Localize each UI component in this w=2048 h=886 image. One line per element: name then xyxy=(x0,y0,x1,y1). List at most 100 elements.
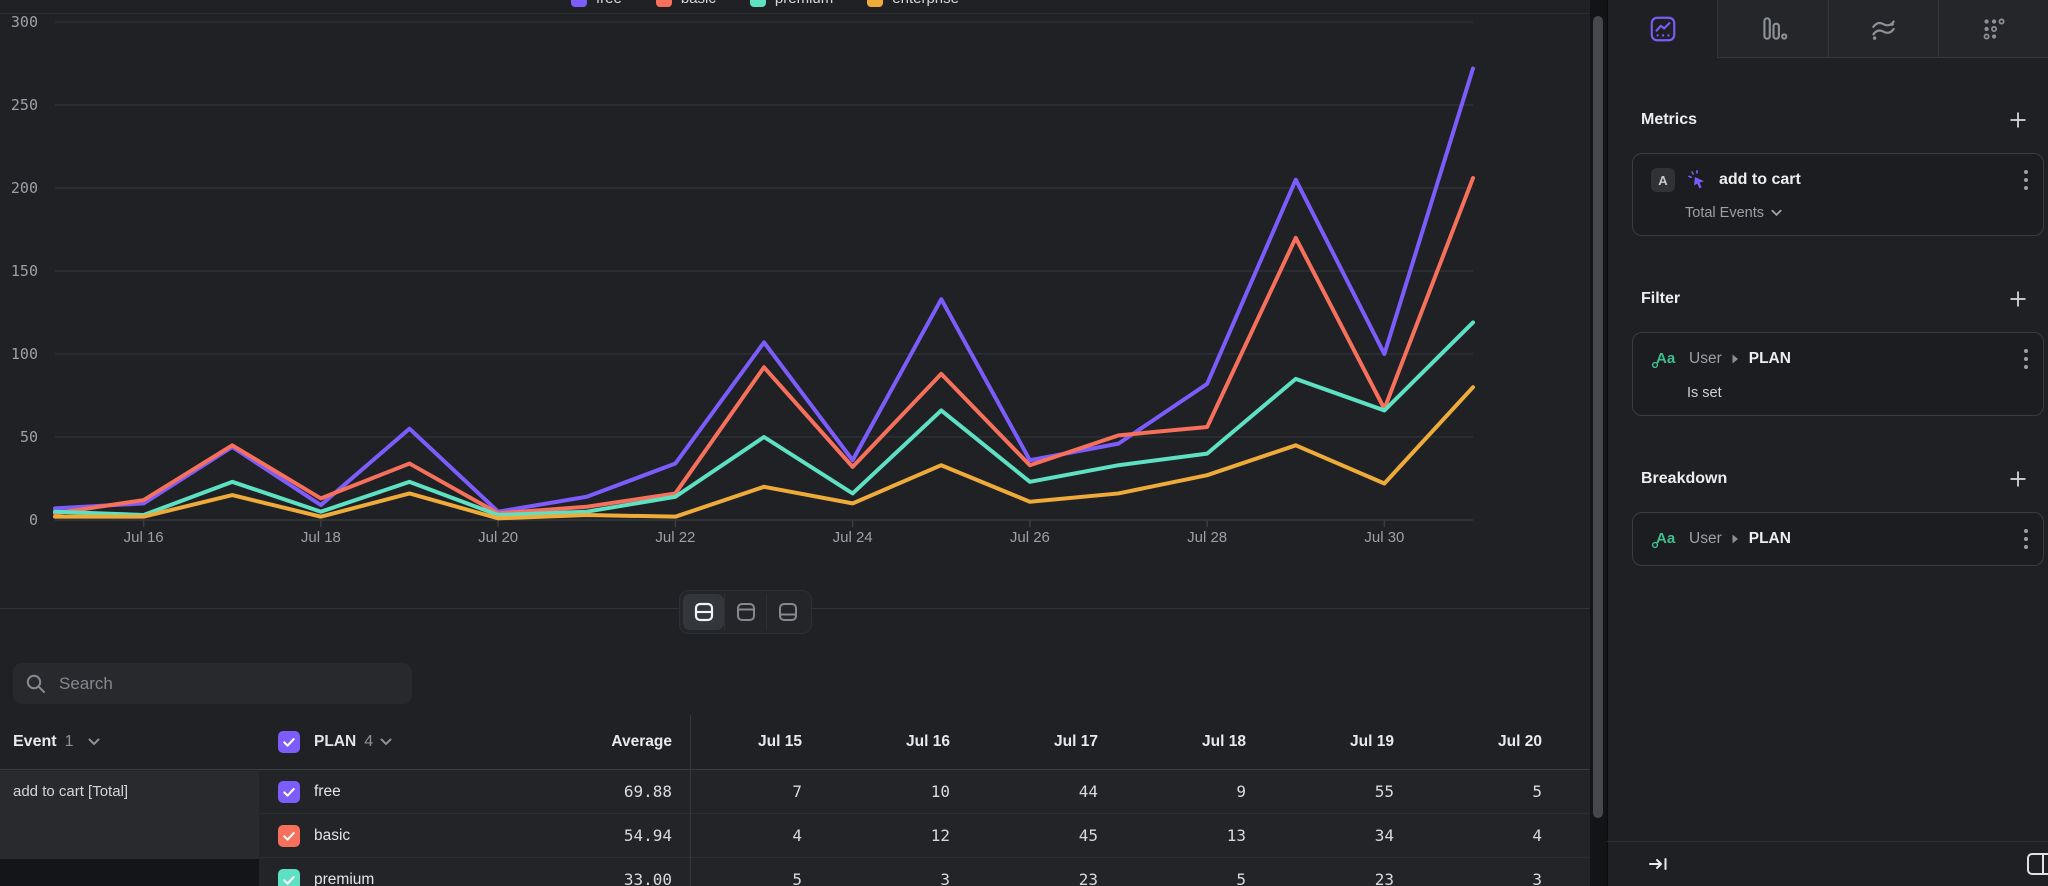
legend-swatch-premium xyxy=(749,0,766,7)
layout-chart-focus-button[interactable] xyxy=(724,594,766,630)
filter-property: PLAN xyxy=(1748,350,1791,367)
legend-swatch-basic xyxy=(655,0,672,7)
filter-title: Filter xyxy=(1641,290,1681,307)
add-metric-button[interactable] xyxy=(2008,110,2028,130)
cell-value: 45 xyxy=(1078,826,1098,845)
cell-value: 23 xyxy=(1078,870,1098,886)
table-body: free 69.88 7 10 44 9 55 5 xyxy=(0,770,1590,886)
cell-value: 10 xyxy=(930,782,950,801)
query-builder-sidebar: Metrics A add to cart xyxy=(1607,0,2048,886)
tab-more-chart-types[interactable] xyxy=(1937,0,2048,58)
metric-event-name: add to cart xyxy=(1719,171,1801,188)
legend-label: free xyxy=(596,0,622,7)
scrollbar-thumb[interactable] xyxy=(1593,16,1603,818)
legend-item-free[interactable]: free xyxy=(571,0,622,7)
search-input[interactable] xyxy=(57,672,400,695)
chevron-down-icon xyxy=(88,738,100,746)
sidebar-footer xyxy=(1607,841,2048,886)
plan-column-header: PLAN 4 Average xyxy=(259,731,690,753)
select-all-checkbox[interactable] xyxy=(278,731,300,753)
row-label: free xyxy=(314,782,341,800)
chart-focus-icon xyxy=(736,603,755,621)
cell-value: 7 xyxy=(792,782,802,801)
aggregation-label: Total Events xyxy=(1685,205,1764,221)
chart-legend: free basic premium enterprise xyxy=(0,0,1530,7)
event-column-header[interactable]: Event 1 xyxy=(0,733,259,751)
row-average: 69.88 xyxy=(623,782,672,801)
metric-card[interactable]: A add to cart Total Events xyxy=(1632,153,2044,236)
svg-text:Jul 22: Jul 22 xyxy=(655,529,695,546)
metric-letter-badge: A xyxy=(1651,168,1675,192)
cell-value: 5 xyxy=(1236,870,1246,886)
table-row-premium[interactable]: premium 33.00 5 3 23 5 23 3 xyxy=(0,858,1590,886)
search-icon xyxy=(26,674,45,693)
bar-chart-icon xyxy=(1763,16,1788,40)
table-row-free[interactable]: free 69.88 7 10 44 9 55 5 xyxy=(0,770,1590,814)
filter-operator[interactable]: Is set xyxy=(1687,385,1722,401)
cell-value: 13 xyxy=(1226,826,1246,845)
layout-table-focus-button[interactable] xyxy=(766,594,808,630)
date-header: Jul 17 xyxy=(1054,733,1098,750)
legend-swatch-enterprise xyxy=(867,0,884,7)
chevron-right-icon xyxy=(1732,534,1738,544)
aggregation-dropdown[interactable]: Total Events xyxy=(1685,205,2029,221)
event-column-empty xyxy=(0,859,259,886)
legend-label: basic xyxy=(681,0,716,7)
row-checkbox-premium[interactable] xyxy=(278,868,300,886)
breakdown-property: PLAN xyxy=(1748,530,1791,547)
toggle-panel-button[interactable] xyxy=(2026,851,2048,877)
date-header: Jul 20 xyxy=(1498,733,1542,750)
svg-text:Jul 18: Jul 18 xyxy=(301,529,341,546)
stream-chart-icon xyxy=(1872,19,1895,40)
filter-options-kebab-icon[interactable] xyxy=(2023,347,2029,371)
collapse-right-icon xyxy=(1649,858,1667,870)
event-count: 1 xyxy=(64,733,74,750)
legend-item-basic[interactable]: basic xyxy=(655,0,716,7)
svg-text:Aa: Aa xyxy=(1656,350,1676,367)
add-breakdown-button[interactable] xyxy=(2008,469,2028,489)
svg-text:50: 50 xyxy=(20,428,38,446)
row-checkbox-free[interactable] xyxy=(278,780,300,803)
metric-options-kebab-icon[interactable] xyxy=(2023,168,2029,192)
plan-count: 4 xyxy=(364,733,374,750)
date-header: Jul 16 xyxy=(906,733,950,750)
cell-value: 5 xyxy=(1532,782,1542,801)
metrics-title: Metrics xyxy=(1641,111,1698,128)
tab-bar-chart[interactable] xyxy=(1717,0,1828,58)
average-column-divider xyxy=(690,715,691,886)
vertical-scrollbar xyxy=(1590,0,1607,886)
legend-item-enterprise[interactable]: enterprise xyxy=(867,0,959,7)
svg-text:150: 150 xyxy=(11,262,38,280)
svg-text:0: 0 xyxy=(29,511,38,529)
tab-stream-chart[interactable] xyxy=(1827,0,1938,58)
add-filter-button[interactable] xyxy=(2008,289,2028,309)
cell-value: 23 xyxy=(1374,870,1394,886)
cell-value: 55 xyxy=(1374,782,1394,801)
event-cursor-icon xyxy=(1688,169,1704,189)
legend-swatch-free xyxy=(571,0,588,7)
filter-card[interactable]: Aa User PLAN Is set xyxy=(1632,332,2044,416)
cell-value: 9 xyxy=(1236,782,1246,801)
row-average: 54.94 xyxy=(623,826,672,845)
svg-text:100: 100 xyxy=(11,345,38,363)
layout-split-view-button[interactable] xyxy=(683,594,724,630)
table-row-basic[interactable]: basic 54.94 4 12 45 13 34 4 xyxy=(0,814,1590,858)
table-focus-icon xyxy=(778,603,797,621)
breakdown-card[interactable]: Aa User PLAN xyxy=(1632,512,2044,566)
cell-value: 44 xyxy=(1078,782,1098,801)
line-chart[interactable]: 0 50 100 150 200 250 300 Jul 16 Jul 18 Jul 20 Jul … xyxy=(0,0,1590,660)
svg-text:Jul 30: Jul 30 xyxy=(1364,529,1404,546)
filter-entity: User xyxy=(1689,350,1722,367)
tab-line-chart[interactable] xyxy=(1608,0,1717,58)
collapse-sidebar-button[interactable] xyxy=(1647,852,1671,876)
svg-text:250: 250 xyxy=(11,96,38,114)
breakdown-options-kebab-icon[interactable] xyxy=(2023,527,2029,551)
chevron-down-icon[interactable] xyxy=(380,738,392,746)
date-header: Jul 18 xyxy=(1202,733,1246,750)
row-checkbox-basic[interactable] xyxy=(278,824,300,847)
cell-value: 5 xyxy=(792,870,802,886)
event-name-cell[interactable]: add to cart [Total] xyxy=(0,771,259,859)
top-divider xyxy=(0,13,1590,14)
legend-item-premium[interactable]: premium xyxy=(749,0,833,7)
filter-section: Filter Aa User PLAN xyxy=(1632,289,2044,416)
